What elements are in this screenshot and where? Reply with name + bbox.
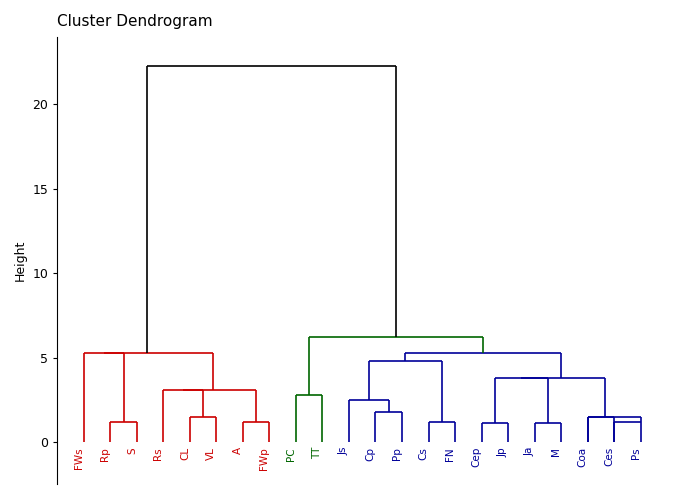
- Text: Coa: Coa: [577, 447, 588, 467]
- Text: Rp: Rp: [100, 447, 110, 461]
- Text: FN: FN: [445, 447, 455, 461]
- Text: Ja: Ja: [524, 447, 535, 456]
- Y-axis label: Height: Height: [14, 240, 27, 281]
- Text: TT: TT: [313, 447, 323, 459]
- Text: Js: Js: [339, 447, 349, 456]
- Text: A: A: [233, 447, 243, 454]
- Text: Cep: Cep: [471, 447, 481, 467]
- Text: Cluster Dendrogram: Cluster Dendrogram: [57, 14, 213, 29]
- Text: Cs: Cs: [419, 447, 428, 460]
- Text: Ces: Ces: [604, 447, 614, 466]
- Text: Cp: Cp: [366, 447, 375, 461]
- Text: FWp: FWp: [259, 447, 270, 470]
- Text: CL: CL: [180, 447, 190, 460]
- Text: PC: PC: [286, 447, 296, 461]
- Text: S: S: [127, 447, 137, 454]
- Text: Ps: Ps: [631, 447, 641, 459]
- Text: VL: VL: [206, 447, 217, 460]
- Text: Rs: Rs: [153, 447, 163, 460]
- Text: M: M: [551, 447, 561, 456]
- Text: Jp: Jp: [498, 447, 508, 457]
- Text: Pp: Pp: [392, 447, 402, 460]
- Text: FWs: FWs: [74, 447, 84, 469]
